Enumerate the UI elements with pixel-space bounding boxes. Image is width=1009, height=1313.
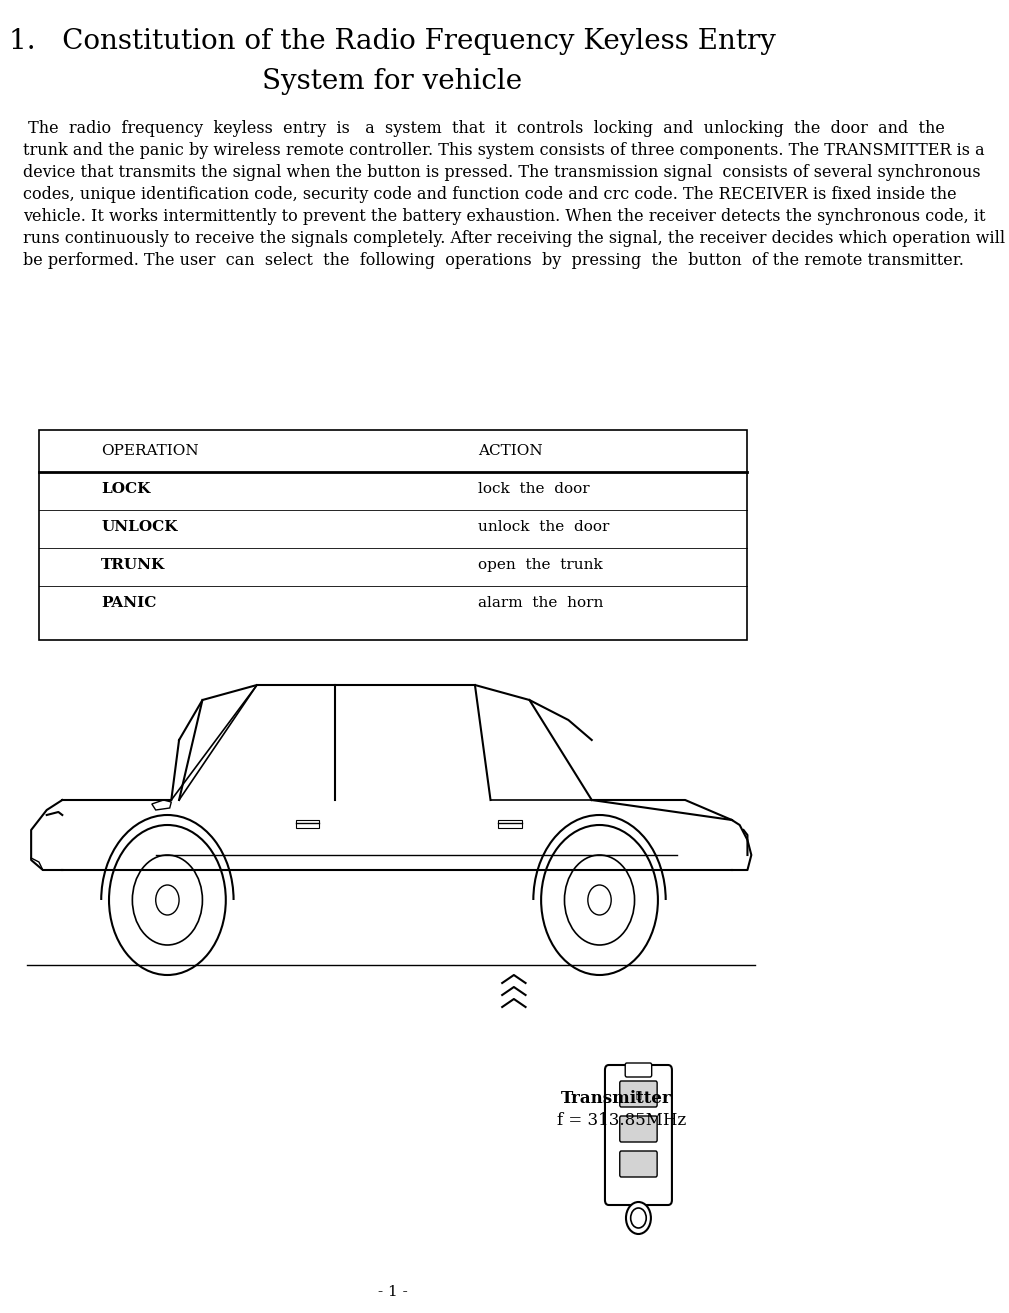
FancyBboxPatch shape [620,1081,657,1107]
Text: f = 313.85MHz: f = 313.85MHz [557,1112,686,1129]
Circle shape [541,825,658,976]
Text: ACTION: ACTION [478,444,543,458]
Text: Transmitter: Transmitter [561,1090,671,1107]
Text: - 1 -: - 1 - [377,1285,408,1299]
Text: device that transmits the signal when the button is pressed. The transmission si: device that transmits the signal when th… [23,164,981,181]
Text: PANIC: PANIC [101,596,156,611]
FancyBboxPatch shape [626,1064,652,1077]
FancyBboxPatch shape [605,1065,672,1205]
Text: OPERATION: OPERATION [101,444,199,458]
Circle shape [109,825,226,976]
Polygon shape [151,800,172,810]
Text: The  radio  frequency  keyless  entry  is   a  system  that  it  controls  locki: The radio frequency keyless entry is a s… [23,119,945,137]
FancyBboxPatch shape [620,1116,657,1142]
FancyBboxPatch shape [620,1152,657,1176]
Text: ⬛: ⬛ [636,1088,642,1099]
Circle shape [626,1201,651,1234]
Text: alarm  the  horn: alarm the horn [478,596,603,611]
Text: be performed. The user  can  select  the  following  operations  by  pressing  t: be performed. The user can select the fo… [23,252,965,269]
Text: UNLOCK: UNLOCK [101,520,178,534]
Text: System for vehicle: System for vehicle [262,68,523,95]
Text: 1.   Constitution of the Radio Frequency Keyless Entry: 1. Constitution of the Radio Frequency K… [9,28,776,55]
Bar [498,821,522,829]
Text: lock  the  door: lock the door [478,482,590,496]
Text: open  the  trunk: open the trunk [478,558,603,572]
Circle shape [631,1208,646,1228]
Text: TRUNK: TRUNK [101,558,165,572]
Text: codes, unique identification code, security code and function code and crc code.: codes, unique identification code, secur… [23,186,957,204]
Bar [296,821,319,829]
Text: vehicle. It works intermittently to prevent the battery exhaustion. When the rec: vehicle. It works intermittently to prev… [23,207,986,225]
Text: unlock  the  door: unlock the door [478,520,609,534]
Text: trunk and the panic by wireless remote controller. This system consists of three: trunk and the panic by wireless remote c… [23,142,985,159]
Bar [39,429,748,639]
Text: LOCK: LOCK [101,482,150,496]
Text: runs continuously to receive the signals completely. After receiving the signal,: runs continuously to receive the signals… [23,230,1006,247]
